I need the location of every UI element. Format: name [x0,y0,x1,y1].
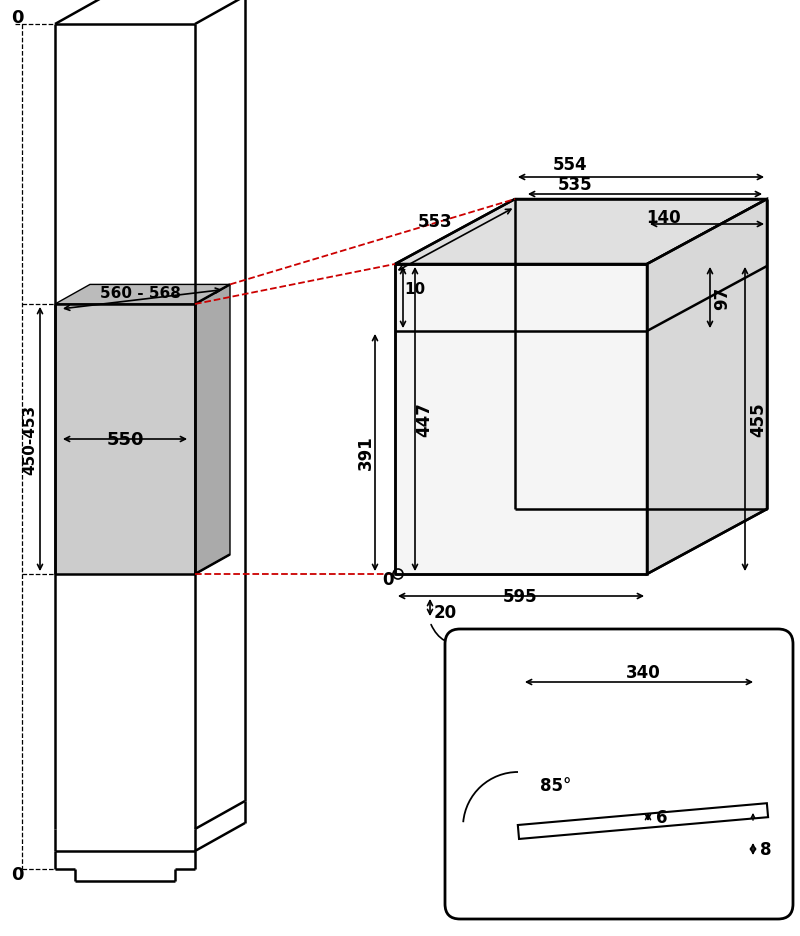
Text: 340: 340 [626,664,660,681]
Polygon shape [518,803,768,839]
Text: 0: 0 [10,9,23,27]
Text: 553: 553 [418,212,452,231]
Text: 0: 0 [10,865,23,883]
Text: 455: 455 [749,402,767,437]
Text: 550: 550 [106,431,144,448]
Text: 447: 447 [415,402,433,437]
Text: 140: 140 [646,209,680,227]
Text: 97: 97 [713,286,731,309]
Polygon shape [647,199,767,575]
Polygon shape [55,305,195,575]
Polygon shape [195,285,230,575]
Text: 6: 6 [656,808,668,826]
Text: 10: 10 [405,282,426,298]
Text: 391: 391 [357,435,375,470]
FancyBboxPatch shape [445,629,793,919]
Text: 8: 8 [760,841,772,858]
Polygon shape [395,199,767,265]
Text: 535: 535 [558,176,592,194]
Text: 0: 0 [382,570,394,589]
Text: 560 - 568: 560 - 568 [99,285,181,300]
Text: 450-453: 450-453 [22,404,38,475]
Polygon shape [55,285,230,305]
Text: 85°: 85° [540,776,572,794]
Text: 595: 595 [502,588,538,606]
Text: 20: 20 [434,604,457,622]
Text: 554: 554 [553,155,587,174]
Polygon shape [395,265,647,575]
